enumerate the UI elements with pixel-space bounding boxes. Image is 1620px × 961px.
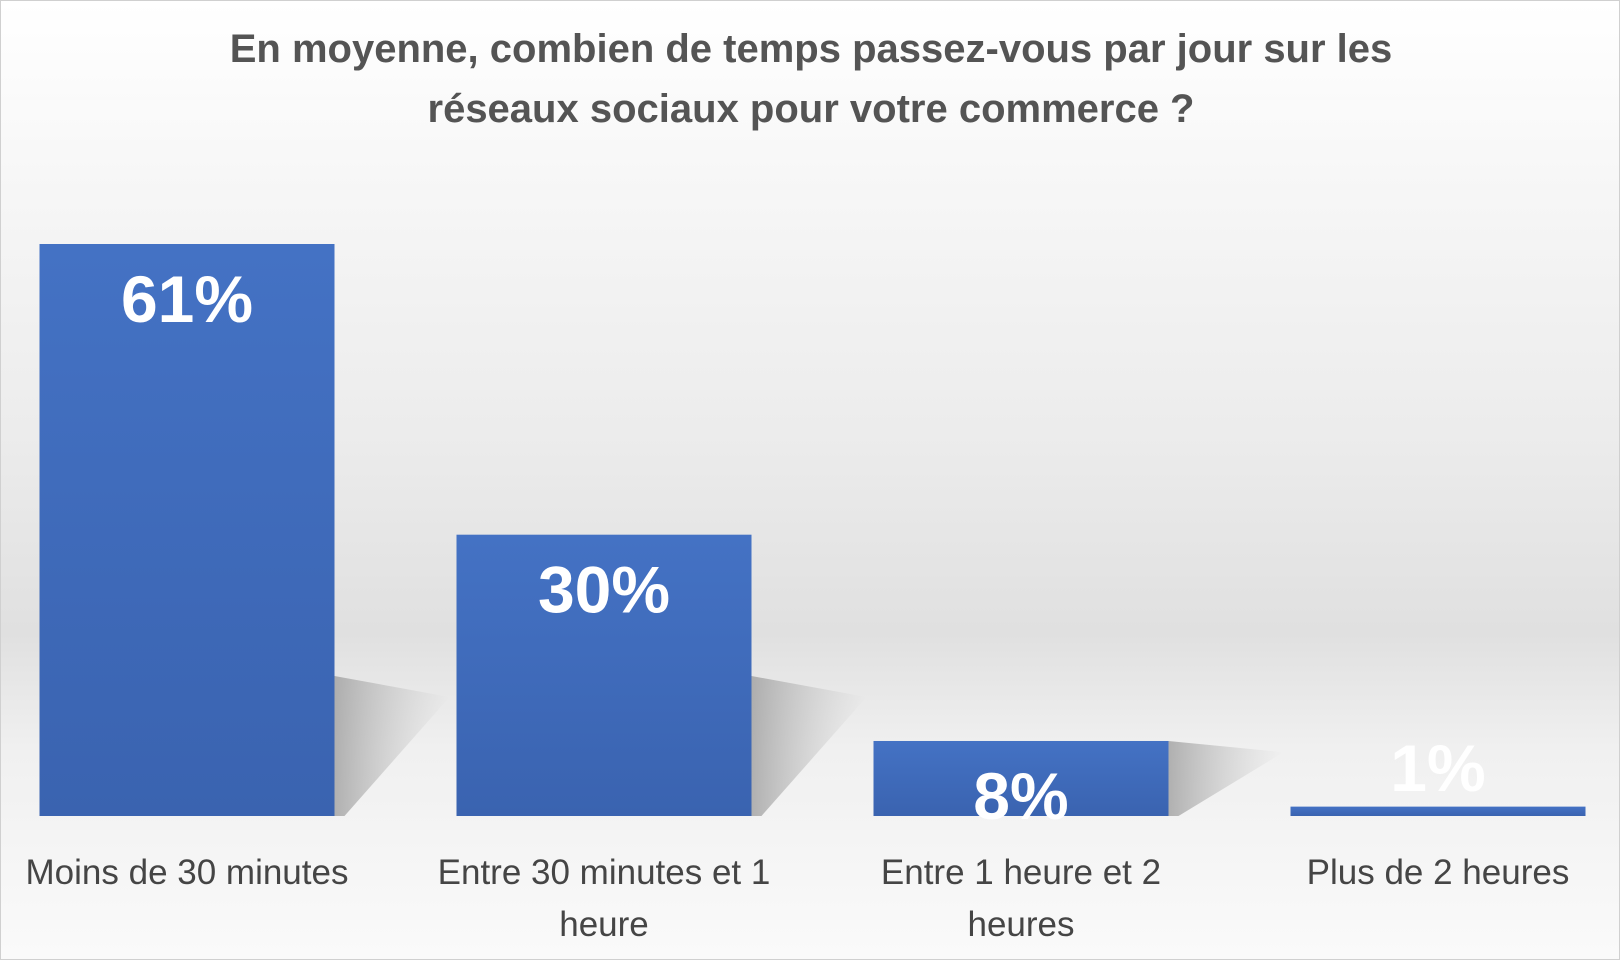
- category-label: Entre 30 minutes et 1 heure: [438, 853, 771, 944]
- category-label-line: heures: [967, 905, 1074, 944]
- bar: [456, 534, 752, 816]
- bar-shadow: [751, 676, 867, 816]
- data-labels: 61% 30% 8% 1%: [121, 262, 1486, 833]
- chart-title: En moyenne, combien de temps passez-vous…: [229, 27, 1393, 131]
- data-label: 8%: [973, 759, 1068, 833]
- category-label: Entre 1 heure et 2 heures: [881, 853, 1161, 944]
- bar: [1290, 806, 1586, 816]
- category-label-line: Entre 1 heure et 2: [881, 853, 1161, 892]
- bar: [39, 244, 335, 816]
- bar-shadow: [1168, 740, 1284, 816]
- category-label-line: heure: [559, 905, 649, 944]
- category-labels: Moins de 30 minutes Entre 30 minutes et 1…: [26, 853, 1570, 944]
- bar-shadow: [334, 676, 450, 816]
- bars: [39, 244, 1586, 816]
- bar-shadows: [334, 676, 1284, 816]
- category-label: Plus de 2 heures: [1307, 853, 1570, 892]
- category-label: Moins de 30 minutes: [26, 853, 349, 892]
- category-label-line: Moins de 30 minutes: [26, 853, 349, 892]
- data-label: 61%: [121, 262, 253, 336]
- category-label-line: Plus de 2 heures: [1307, 853, 1570, 892]
- bar: [873, 740, 1169, 816]
- data-label: 1%: [1390, 731, 1485, 805]
- category-label-line: Entre 30 minutes et 1: [438, 853, 771, 892]
- data-label: 30%: [538, 553, 670, 627]
